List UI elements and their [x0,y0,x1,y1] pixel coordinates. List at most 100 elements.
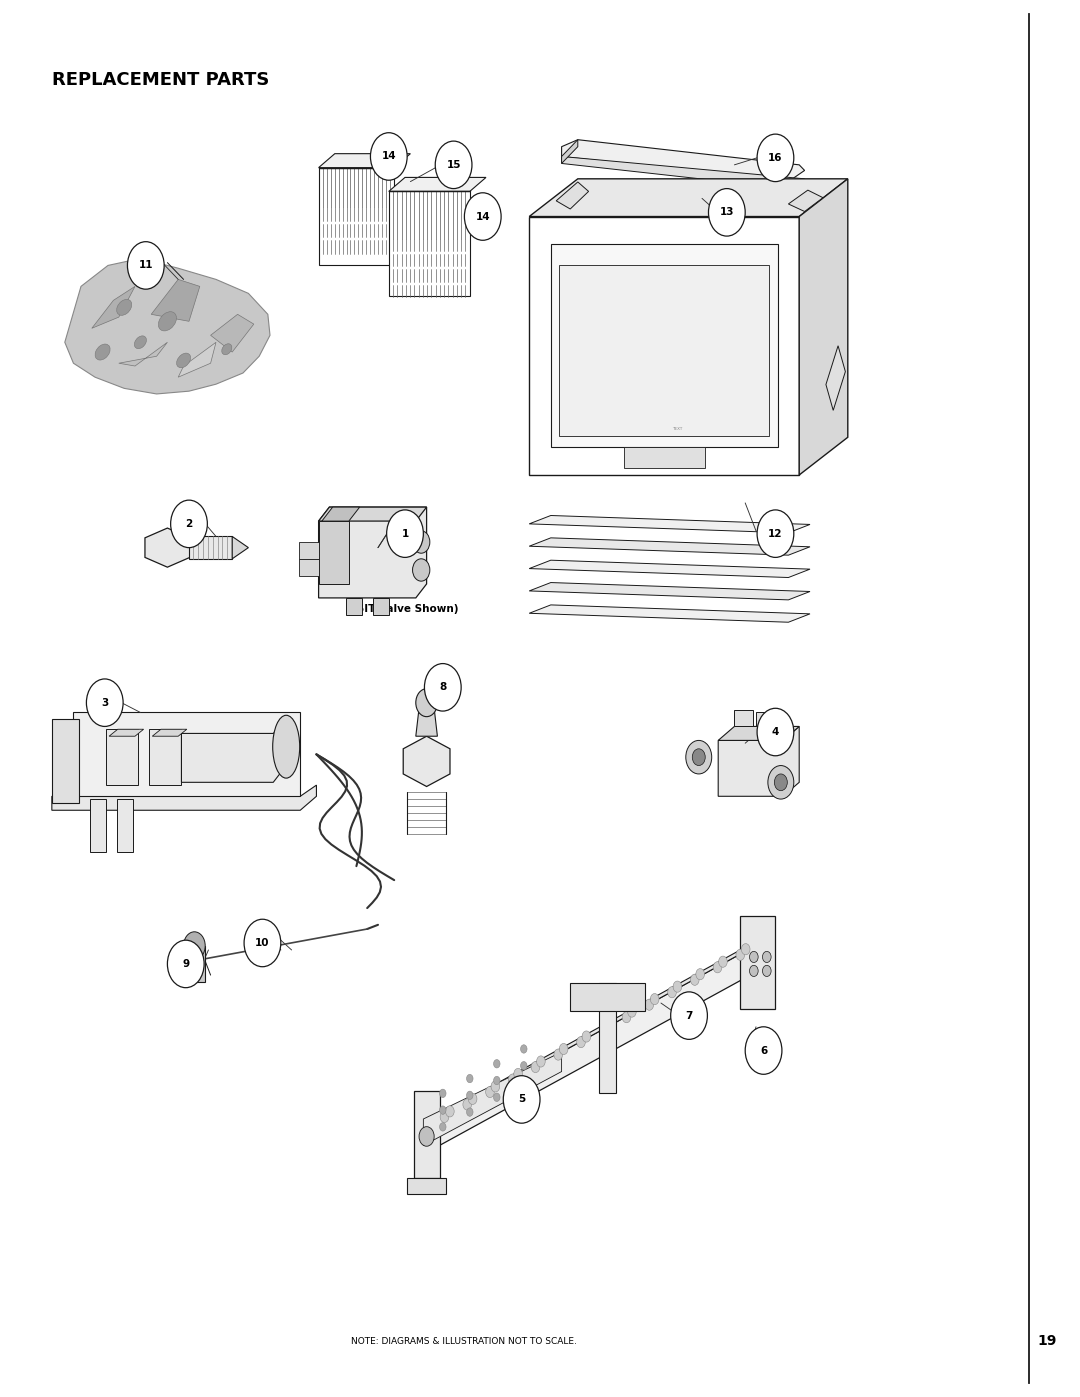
Polygon shape [90,799,106,852]
Polygon shape [718,726,799,796]
Ellipse shape [95,344,110,360]
Ellipse shape [159,312,176,331]
Circle shape [718,956,727,967]
Polygon shape [119,342,167,366]
Text: 13: 13 [719,207,734,218]
Polygon shape [740,916,775,1009]
Circle shape [521,1062,527,1070]
Text: 9: 9 [183,958,189,970]
Circle shape [464,193,501,240]
Circle shape [184,932,205,960]
Text: 16: 16 [768,152,783,163]
Ellipse shape [117,299,132,316]
Text: 7: 7 [686,1010,692,1021]
Polygon shape [570,983,646,1011]
Circle shape [127,242,164,289]
Circle shape [757,510,794,557]
Polygon shape [389,191,470,296]
Text: 11: 11 [138,260,153,271]
Circle shape [440,1123,446,1132]
Circle shape [440,1090,446,1098]
Polygon shape [529,605,810,622]
Circle shape [671,992,707,1039]
Polygon shape [319,521,349,584]
Circle shape [757,134,794,182]
Polygon shape [756,712,774,726]
Text: 10: 10 [255,937,270,949]
Circle shape [650,993,659,1004]
Polygon shape [559,265,769,436]
Text: 3: 3 [102,697,108,708]
Circle shape [509,1074,517,1085]
Circle shape [413,531,430,553]
Polygon shape [562,140,578,163]
Circle shape [696,968,704,979]
Polygon shape [73,712,300,796]
Polygon shape [189,536,232,559]
Ellipse shape [272,715,300,778]
Circle shape [494,1076,500,1084]
Circle shape [494,1059,500,1067]
Circle shape [605,1018,613,1030]
Circle shape [735,949,744,960]
Ellipse shape [134,335,147,349]
Polygon shape [403,736,450,787]
Polygon shape [414,1091,440,1178]
Circle shape [645,999,653,1010]
Polygon shape [562,140,805,182]
Circle shape [686,740,712,774]
Text: 15: 15 [446,159,461,170]
Text: NOTE: DIAGRAMS & ILLUSTRATION NOT TO SCALE.: NOTE: DIAGRAMS & ILLUSTRATION NOT TO SCA… [351,1337,578,1345]
Circle shape [627,1006,636,1017]
Text: 14: 14 [381,151,396,162]
Circle shape [667,986,676,997]
Circle shape [554,1049,563,1060]
Circle shape [622,1011,631,1023]
Text: 6: 6 [760,1045,767,1056]
Circle shape [416,689,437,717]
Polygon shape [109,729,144,736]
Circle shape [514,1069,523,1080]
Polygon shape [92,286,135,328]
Circle shape [370,133,407,180]
Circle shape [762,965,771,977]
Circle shape [750,965,758,977]
Text: 14: 14 [475,211,490,222]
Polygon shape [826,345,846,411]
Polygon shape [106,729,138,785]
Text: 4: 4 [772,726,779,738]
Circle shape [167,940,204,988]
Circle shape [577,1037,585,1048]
Polygon shape [529,179,848,217]
Ellipse shape [221,344,232,355]
Polygon shape [427,951,745,1153]
Circle shape [486,1087,495,1098]
Circle shape [467,1108,473,1116]
Polygon shape [389,177,486,191]
Circle shape [690,974,699,985]
Circle shape [559,1044,568,1055]
Polygon shape [52,719,79,803]
Polygon shape [529,538,810,555]
Text: 8: 8 [440,682,446,693]
Polygon shape [624,447,704,468]
Ellipse shape [177,353,190,367]
Polygon shape [319,168,394,265]
Circle shape [537,1056,545,1067]
Text: 12: 12 [768,528,783,539]
Circle shape [413,559,430,581]
Polygon shape [232,536,248,559]
Text: 1: 1 [402,528,408,539]
Polygon shape [184,946,205,982]
Circle shape [435,141,472,189]
Circle shape [768,766,794,799]
Polygon shape [152,729,187,736]
Polygon shape [734,710,753,726]
Polygon shape [319,154,410,168]
Circle shape [708,189,745,236]
Polygon shape [211,314,254,352]
Polygon shape [529,217,799,475]
Polygon shape [556,182,589,210]
Polygon shape [529,515,810,532]
Polygon shape [319,507,427,598]
